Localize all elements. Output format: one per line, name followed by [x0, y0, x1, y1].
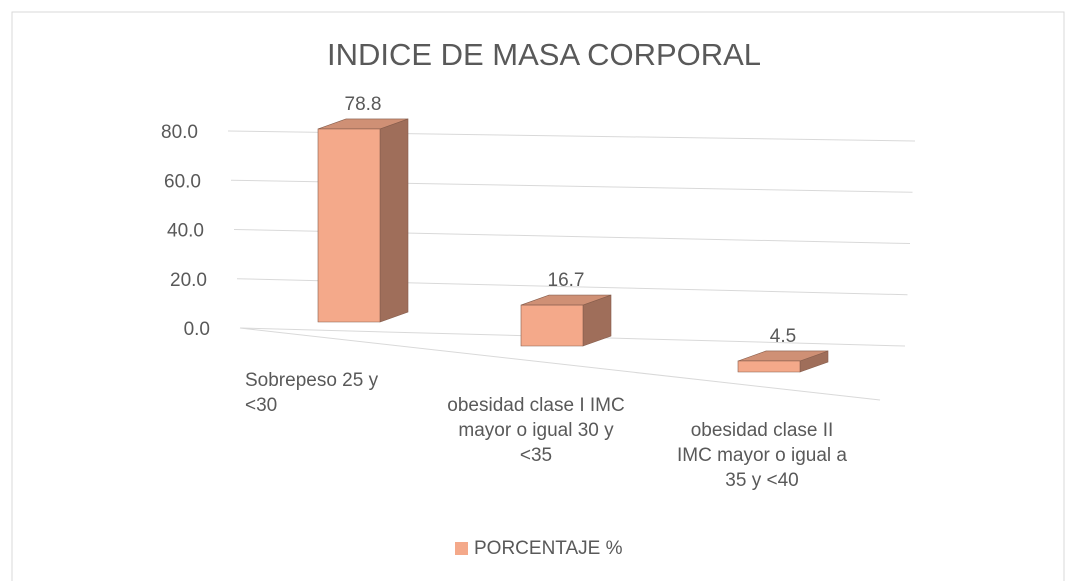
data-label: 16.7: [548, 270, 585, 291]
bar-front: [520, 304, 584, 347]
x-tick-label: obesidad clase I IMC mayor o igual 30 y …: [447, 395, 625, 466]
bar: [520, 294, 612, 347]
floor-edge: [239, 327, 881, 401]
y-tick-label: 80.0: [161, 122, 198, 143]
bar-side: [379, 118, 409, 323]
y-tick-label: 60.0: [164, 171, 201, 192]
bar-front: [317, 128, 381, 323]
legend-swatch: [455, 542, 468, 555]
chart-frame: [11, 11, 1065, 581]
legend-label: PORCENTAJE %: [474, 538, 623, 559]
data-label: 78.8: [345, 94, 382, 115]
bar: [737, 350, 829, 373]
x-tick-label: obesidad clase II IMC mayor o igual a 35…: [676, 420, 847, 491]
y-tick-label: 20.0: [170, 270, 207, 291]
x-tick-label: Sobrepeso 25 y <30: [245, 370, 379, 416]
bar: [317, 118, 409, 323]
y-tick-label: 0.0: [184, 319, 210, 340]
data-label: 4.5: [770, 326, 796, 347]
y-tick-label: 40.0: [167, 221, 204, 242]
bar-front: [737, 360, 801, 373]
chart-title: INDICE DE MASA CORPORAL: [327, 37, 761, 72]
